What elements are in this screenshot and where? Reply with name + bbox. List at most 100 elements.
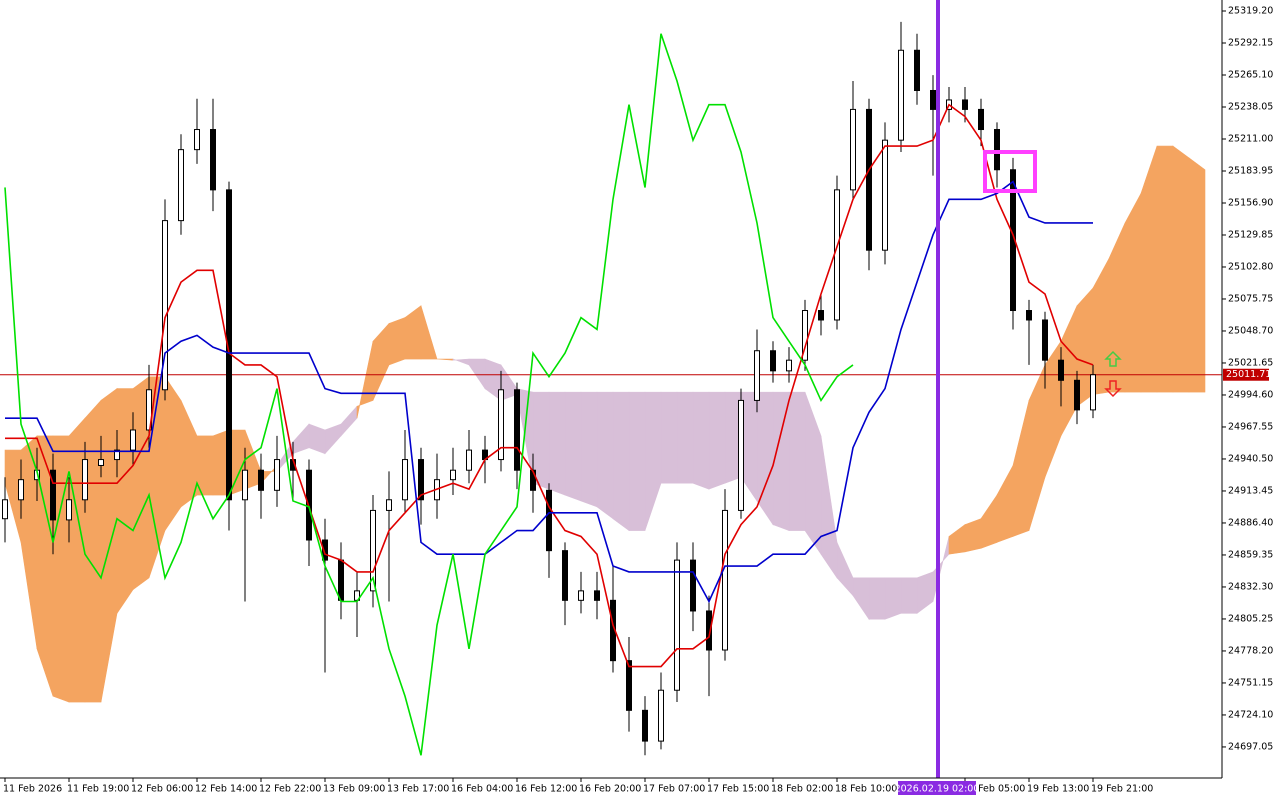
y-tick-label: 24832.30 bbox=[1228, 581, 1273, 592]
candle-body bbox=[114, 449, 120, 461]
candle-body bbox=[818, 310, 824, 321]
candle-body bbox=[338, 559, 344, 601]
candle-body bbox=[450, 469, 456, 481]
rectangle-drawing bbox=[983, 150, 1037, 193]
candle-body bbox=[1090, 374, 1096, 411]
y-tick-label: 25265.10 bbox=[1228, 69, 1273, 80]
candle-body bbox=[258, 469, 264, 491]
candle-body bbox=[546, 489, 552, 552]
cloud-segment bbox=[116, 388, 134, 615]
x-tick-label: 11 Feb 19:00 bbox=[67, 784, 129, 795]
candle-body bbox=[130, 429, 136, 451]
candle-body bbox=[802, 310, 808, 361]
y-tick-label: 24778.20 bbox=[1228, 645, 1273, 656]
cloud-segment bbox=[548, 391, 566, 496]
candle-body bbox=[178, 149, 184, 222]
candle-body bbox=[66, 499, 72, 521]
x-tick-label: 12 Feb 22:00 bbox=[259, 784, 321, 795]
y-tick-label: 25156.90 bbox=[1228, 197, 1273, 208]
x-tick-label: 16 Feb 20:00 bbox=[579, 784, 641, 795]
x-tick-label: 18 Feb 10:00 bbox=[835, 784, 897, 795]
y-tick-label: 25292.15 bbox=[1228, 37, 1273, 48]
x-tick-label: 12 Feb 06:00 bbox=[131, 784, 193, 795]
candle-body bbox=[82, 459, 88, 501]
y-tick-label: 25102.80 bbox=[1228, 261, 1273, 272]
cloud-segment bbox=[564, 391, 582, 502]
cloud-segment bbox=[596, 391, 614, 520]
y-tick-label: 25183.95 bbox=[1228, 165, 1273, 176]
indicator-line bbox=[5, 103, 1094, 668]
candle-body bbox=[850, 108, 856, 191]
cloud-segment bbox=[164, 375, 182, 532]
candle-body bbox=[994, 129, 1000, 171]
axes: 25319.20 25292.15 25265.10 25238.05 25211.00… bbox=[3, 6, 1273, 795]
cloud-segment bbox=[84, 399, 102, 703]
x-tick-label: 13 Feb 09:00 bbox=[323, 784, 385, 795]
y-tick-label: 25319.20 bbox=[1228, 6, 1273, 17]
cloud-segment bbox=[788, 391, 806, 531]
y-tick-label: 24805.25 bbox=[1228, 613, 1273, 624]
candle-body bbox=[1074, 379, 1080, 411]
cloud-segment bbox=[580, 391, 598, 508]
candle-body bbox=[594, 590, 600, 601]
candle-body bbox=[642, 709, 648, 742]
x-tick-label: 11 Feb 2026 bbox=[3, 784, 62, 795]
candle-body bbox=[274, 459, 280, 491]
x-tick-label: 18 Feb 02:00 bbox=[771, 784, 833, 795]
candle-body bbox=[882, 139, 888, 251]
candle-body bbox=[930, 89, 936, 110]
x-tick-label: 16 Feb 04:00 bbox=[451, 784, 513, 795]
candle-body bbox=[914, 49, 920, 91]
cloud-segment bbox=[756, 391, 774, 526]
candle-body bbox=[626, 660, 632, 711]
candle-body bbox=[226, 189, 232, 501]
y-tick-label: 24697.05 bbox=[1228, 741, 1273, 752]
price-label: 25011.71 bbox=[1226, 369, 1271, 380]
candle-body bbox=[1042, 319, 1048, 361]
candle-body bbox=[738, 399, 744, 511]
candle-body bbox=[402, 459, 408, 501]
candle-body bbox=[194, 129, 200, 151]
y-tick-label: 24886.40 bbox=[1228, 517, 1273, 528]
candle-body bbox=[98, 459, 104, 466]
candle-body bbox=[674, 559, 680, 691]
candle-body bbox=[2, 499, 8, 520]
candle-body bbox=[978, 108, 984, 131]
y-tick-label: 24967.55 bbox=[1228, 421, 1273, 432]
cursor-label: 2026.02.19 02:00 bbox=[895, 784, 980, 795]
candle-body bbox=[322, 539, 328, 561]
cloud-segment bbox=[708, 391, 726, 490]
y-tick-label: 25021.65 bbox=[1228, 357, 1273, 368]
plot bbox=[0, 21, 1222, 756]
candle-body bbox=[658, 689, 664, 742]
candle-body bbox=[498, 389, 504, 461]
y-tick-label: 24724.10 bbox=[1228, 709, 1273, 720]
y-tick-label: 25075.75 bbox=[1228, 293, 1273, 304]
cloud-segment bbox=[196, 435, 214, 496]
cloud-segment bbox=[660, 391, 678, 484]
y-tick-label: 24859.35 bbox=[1228, 549, 1273, 560]
candle-body bbox=[370, 509, 376, 592]
candle-body bbox=[242, 469, 248, 501]
x-tick-label: 17 Feb 15:00 bbox=[707, 784, 769, 795]
candle-body bbox=[50, 469, 56, 521]
candle-body bbox=[898, 49, 904, 141]
candle-body bbox=[786, 359, 792, 372]
y-tick-label: 24751.15 bbox=[1228, 677, 1273, 688]
cloud-segment bbox=[628, 391, 646, 531]
cloud-segment bbox=[420, 305, 438, 360]
y-tick-label: 24913.45 bbox=[1228, 485, 1273, 496]
cloud-segment bbox=[964, 518, 982, 553]
cloud-segment bbox=[1156, 145, 1174, 393]
arrow-up bbox=[1104, 350, 1122, 367]
x-tick-label: 19 Feb 21:00 bbox=[1091, 784, 1153, 795]
candle-body bbox=[706, 610, 712, 651]
x-tick-label: 13 Feb 17:00 bbox=[387, 784, 449, 795]
y-tick-label: 24940.50 bbox=[1228, 453, 1273, 464]
candle-body bbox=[866, 108, 872, 251]
candle-body bbox=[690, 559, 696, 612]
candle-body bbox=[162, 220, 168, 391]
x-tick-label: 12 Feb 14:00 bbox=[195, 784, 257, 795]
y-tick-label: 25129.85 bbox=[1228, 229, 1273, 240]
x-tick-label: 17 Feb 07:00 bbox=[643, 784, 705, 795]
